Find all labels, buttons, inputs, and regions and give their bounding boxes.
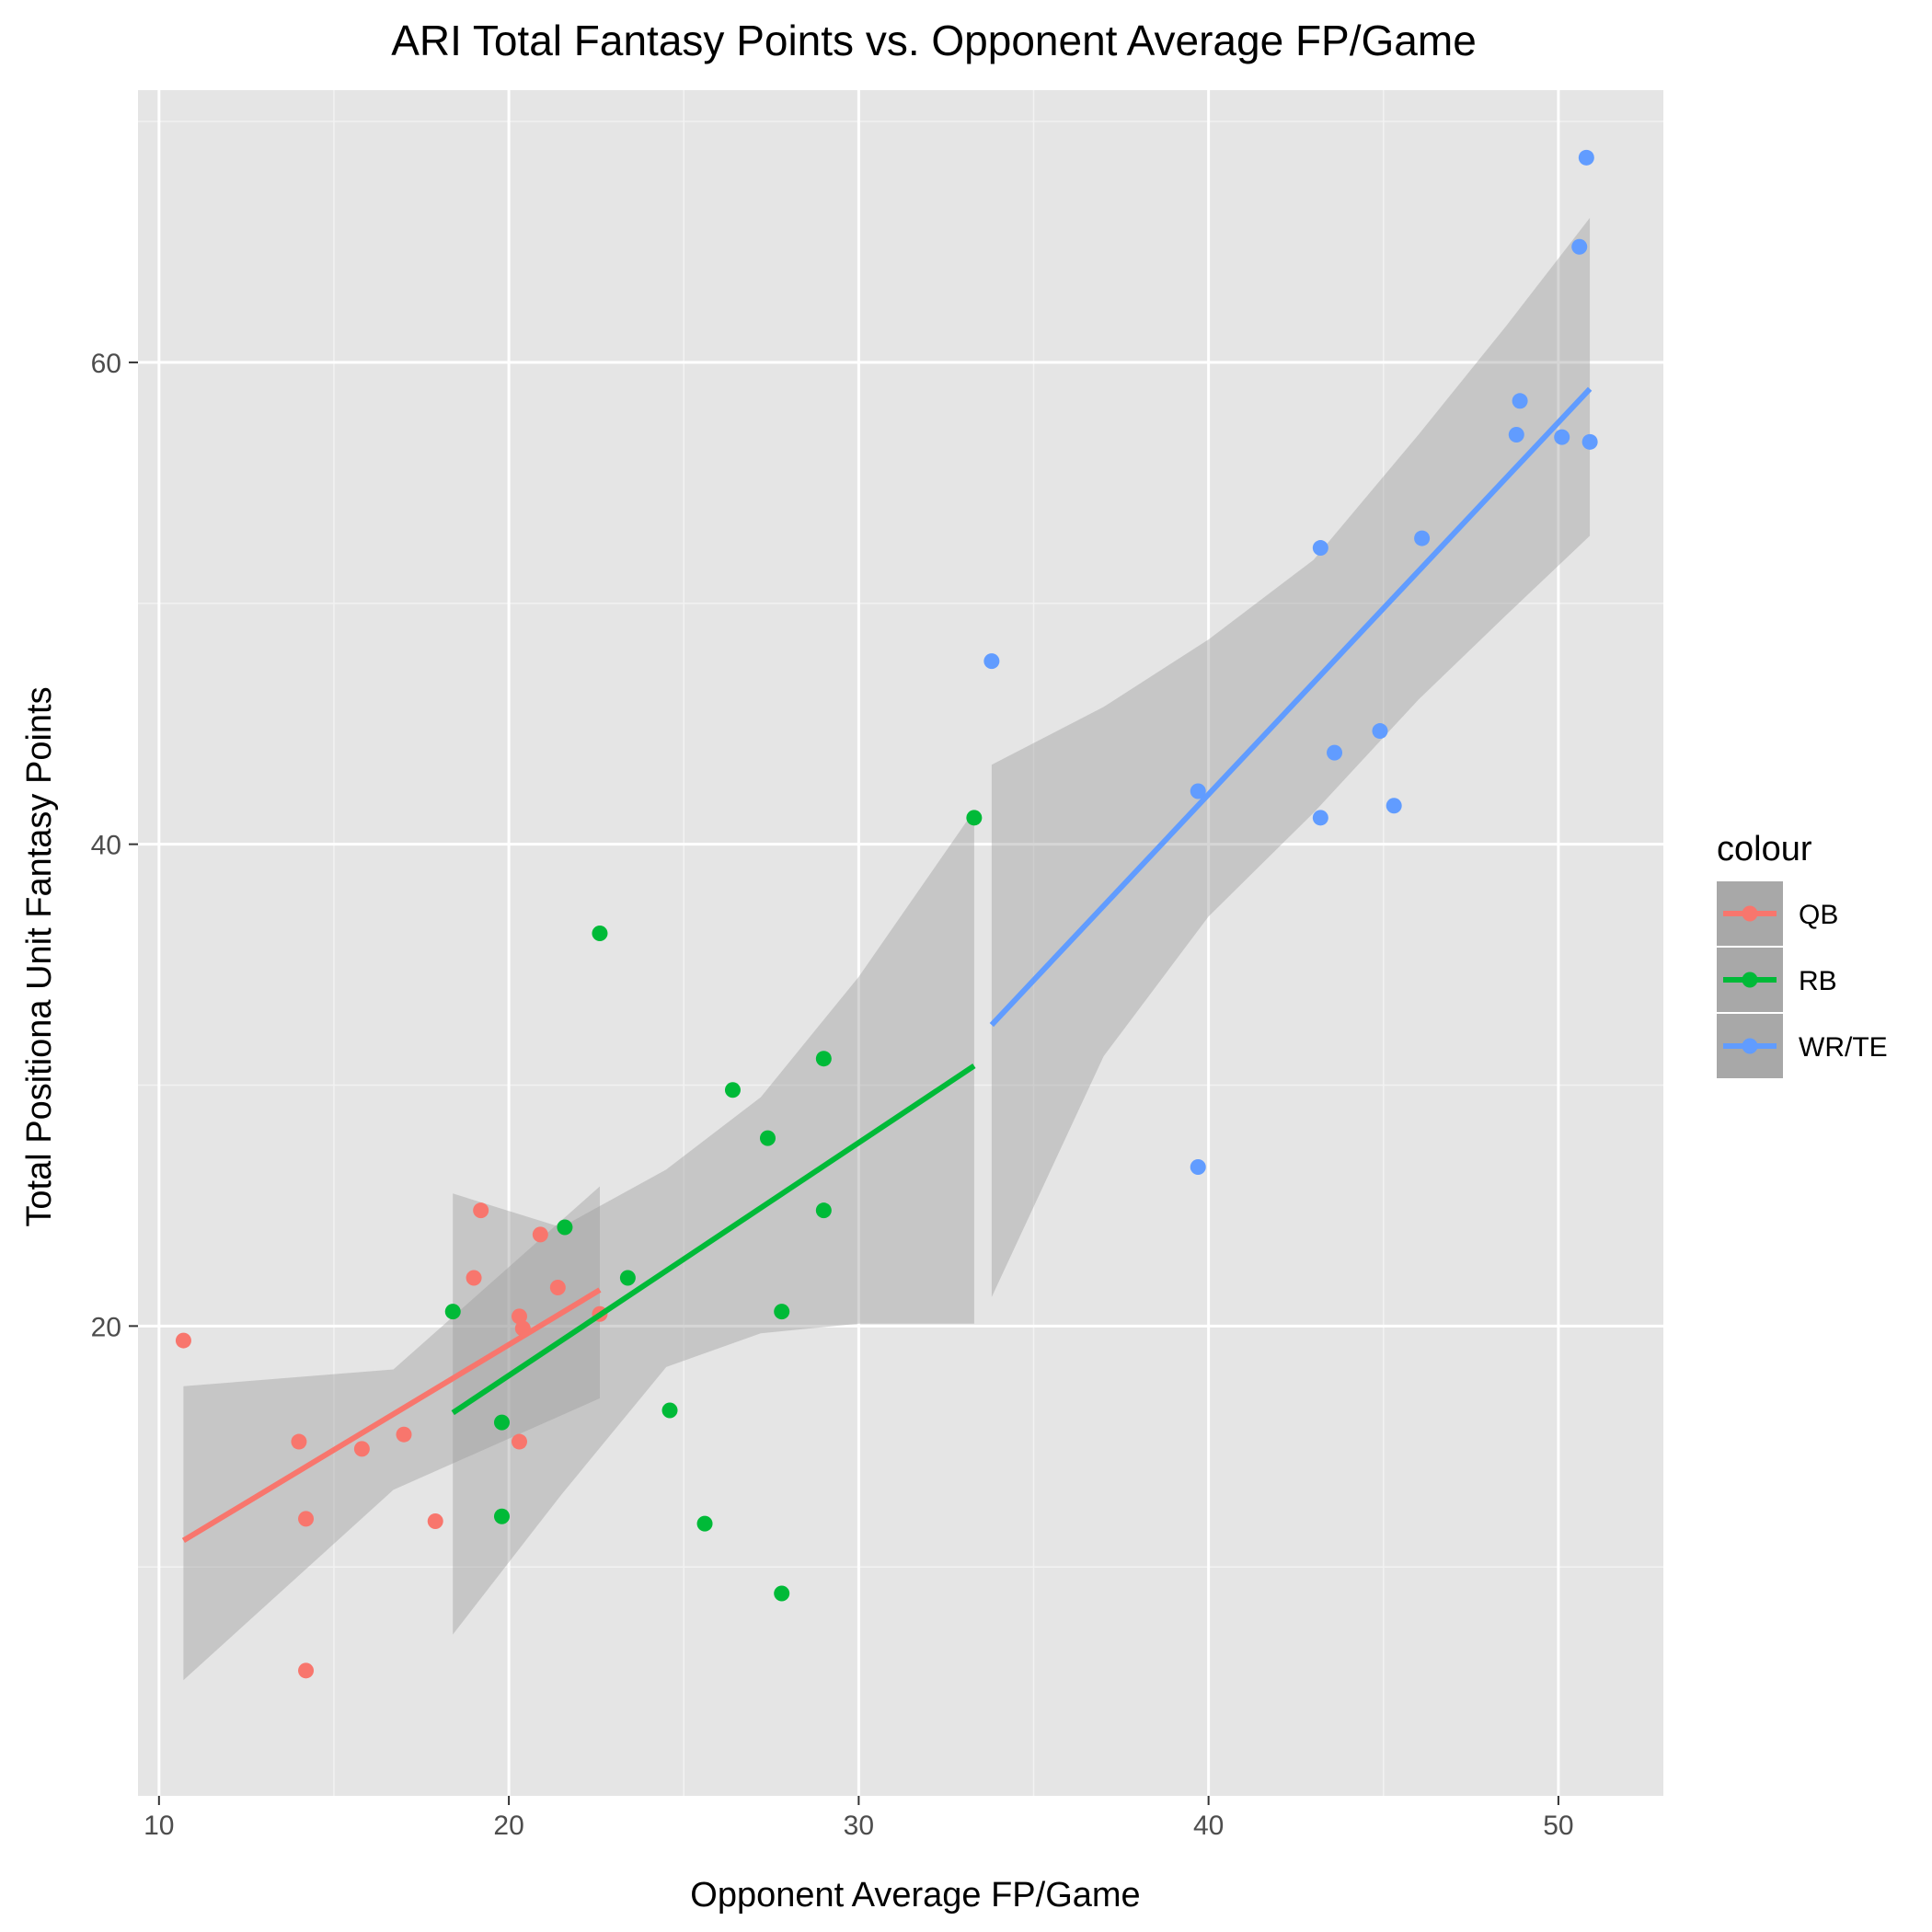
legend-key-point [1742,972,1758,988]
data-point-wr-te [1571,238,1588,255]
data-point-qb [396,1426,412,1443]
data-point-wr-te [1312,540,1328,557]
legend: colour QB RB WR/TE [1717,830,1888,1078]
data-point-wr-te [1386,798,1402,814]
data-point-wr-te [1581,433,1598,450]
legend-key-point [1742,1038,1758,1054]
data-point-qb [175,1332,191,1349]
plot-panel [138,90,1663,1796]
y-tick-label: 40 [91,831,121,861]
data-point-wr-te [1578,149,1594,166]
data-point-wr-te [1312,810,1328,826]
minor-gridlines [138,90,1663,1796]
fit-line-wr-te [989,386,1593,1028]
data-point-qb [291,1433,307,1450]
data-point-qb [512,1433,527,1450]
data-point-wr-te [1554,429,1570,445]
data-point-wr-te [1190,1159,1206,1176]
data-point-qb [512,1308,527,1325]
x-tick-label: 50 [1543,1811,1573,1841]
confidence-band-qb [183,1186,600,1681]
confidence-bands [183,217,1591,1681]
x-tick-label: 20 [493,1811,523,1841]
x-axis-title: Opponent Average FP/Game [690,1876,1140,1915]
legend-title: colour [1717,830,1812,868]
major-gridlines [138,90,1663,1796]
data-point-rb [493,1414,510,1431]
data-point-qb [466,1270,482,1286]
legend-label: WR/TE [1799,1032,1888,1063]
data-point-qb [427,1512,443,1529]
confidence-band-wr-te [991,217,1591,1297]
x-tick-label: 40 [1193,1811,1224,1841]
legend-key-point [1742,905,1758,922]
data-point-qb [549,1279,566,1295]
data-point-wr-te [1327,744,1343,761]
data-point-rb [619,1270,636,1286]
fit-lines [181,386,1593,1543]
data-point-qb [473,1202,489,1219]
data-point-wr-te [1414,530,1431,546]
data-point-rb [557,1219,573,1236]
y-axis-title: Total Positiona Unit Fantasy Points [20,686,59,1226]
data-point-rb [493,1508,510,1524]
data-point-rb [774,1304,790,1320]
chart-title: ARI Total Fantasy Points vs. Opponent Av… [391,17,1477,64]
y-tick-label: 20 [91,1312,121,1342]
fit-line-rb [451,1064,976,1416]
data-point-rb [661,1402,678,1419]
data-point-wr-te [1508,426,1524,443]
data-point-qb [353,1441,370,1457]
data-point-rb [592,926,608,942]
data-point-rb [724,1082,741,1098]
data-point-qb [298,1511,315,1527]
data-point-rb [815,1051,832,1067]
data-point-rb [966,810,983,826]
fit-line-qb [181,1287,602,1543]
data-point-rb [815,1202,832,1219]
data-point-wr-te [1372,723,1388,740]
axes: 10 20 30 40 50 20 40 60 [91,349,1574,1841]
data-point-wr-te [983,653,1000,670]
data-point-rb [696,1515,713,1532]
confidence-band-rb [453,811,974,1635]
x-tick-label: 30 [844,1811,874,1841]
data-point-qb [532,1226,548,1243]
data-point-qb [298,1662,315,1679]
data-point-rb [759,1130,776,1146]
data-point-rb [774,1585,790,1602]
data-point-wr-te [1190,783,1206,799]
data-point-wr-te [1512,393,1528,409]
data-point-rb [444,1304,461,1320]
legend-label: QB [1799,900,1838,930]
legend-label: RB [1799,966,1837,996]
y-tick-label: 60 [91,349,121,379]
data-points [175,149,1598,1679]
x-tick-label: 10 [144,1811,174,1841]
